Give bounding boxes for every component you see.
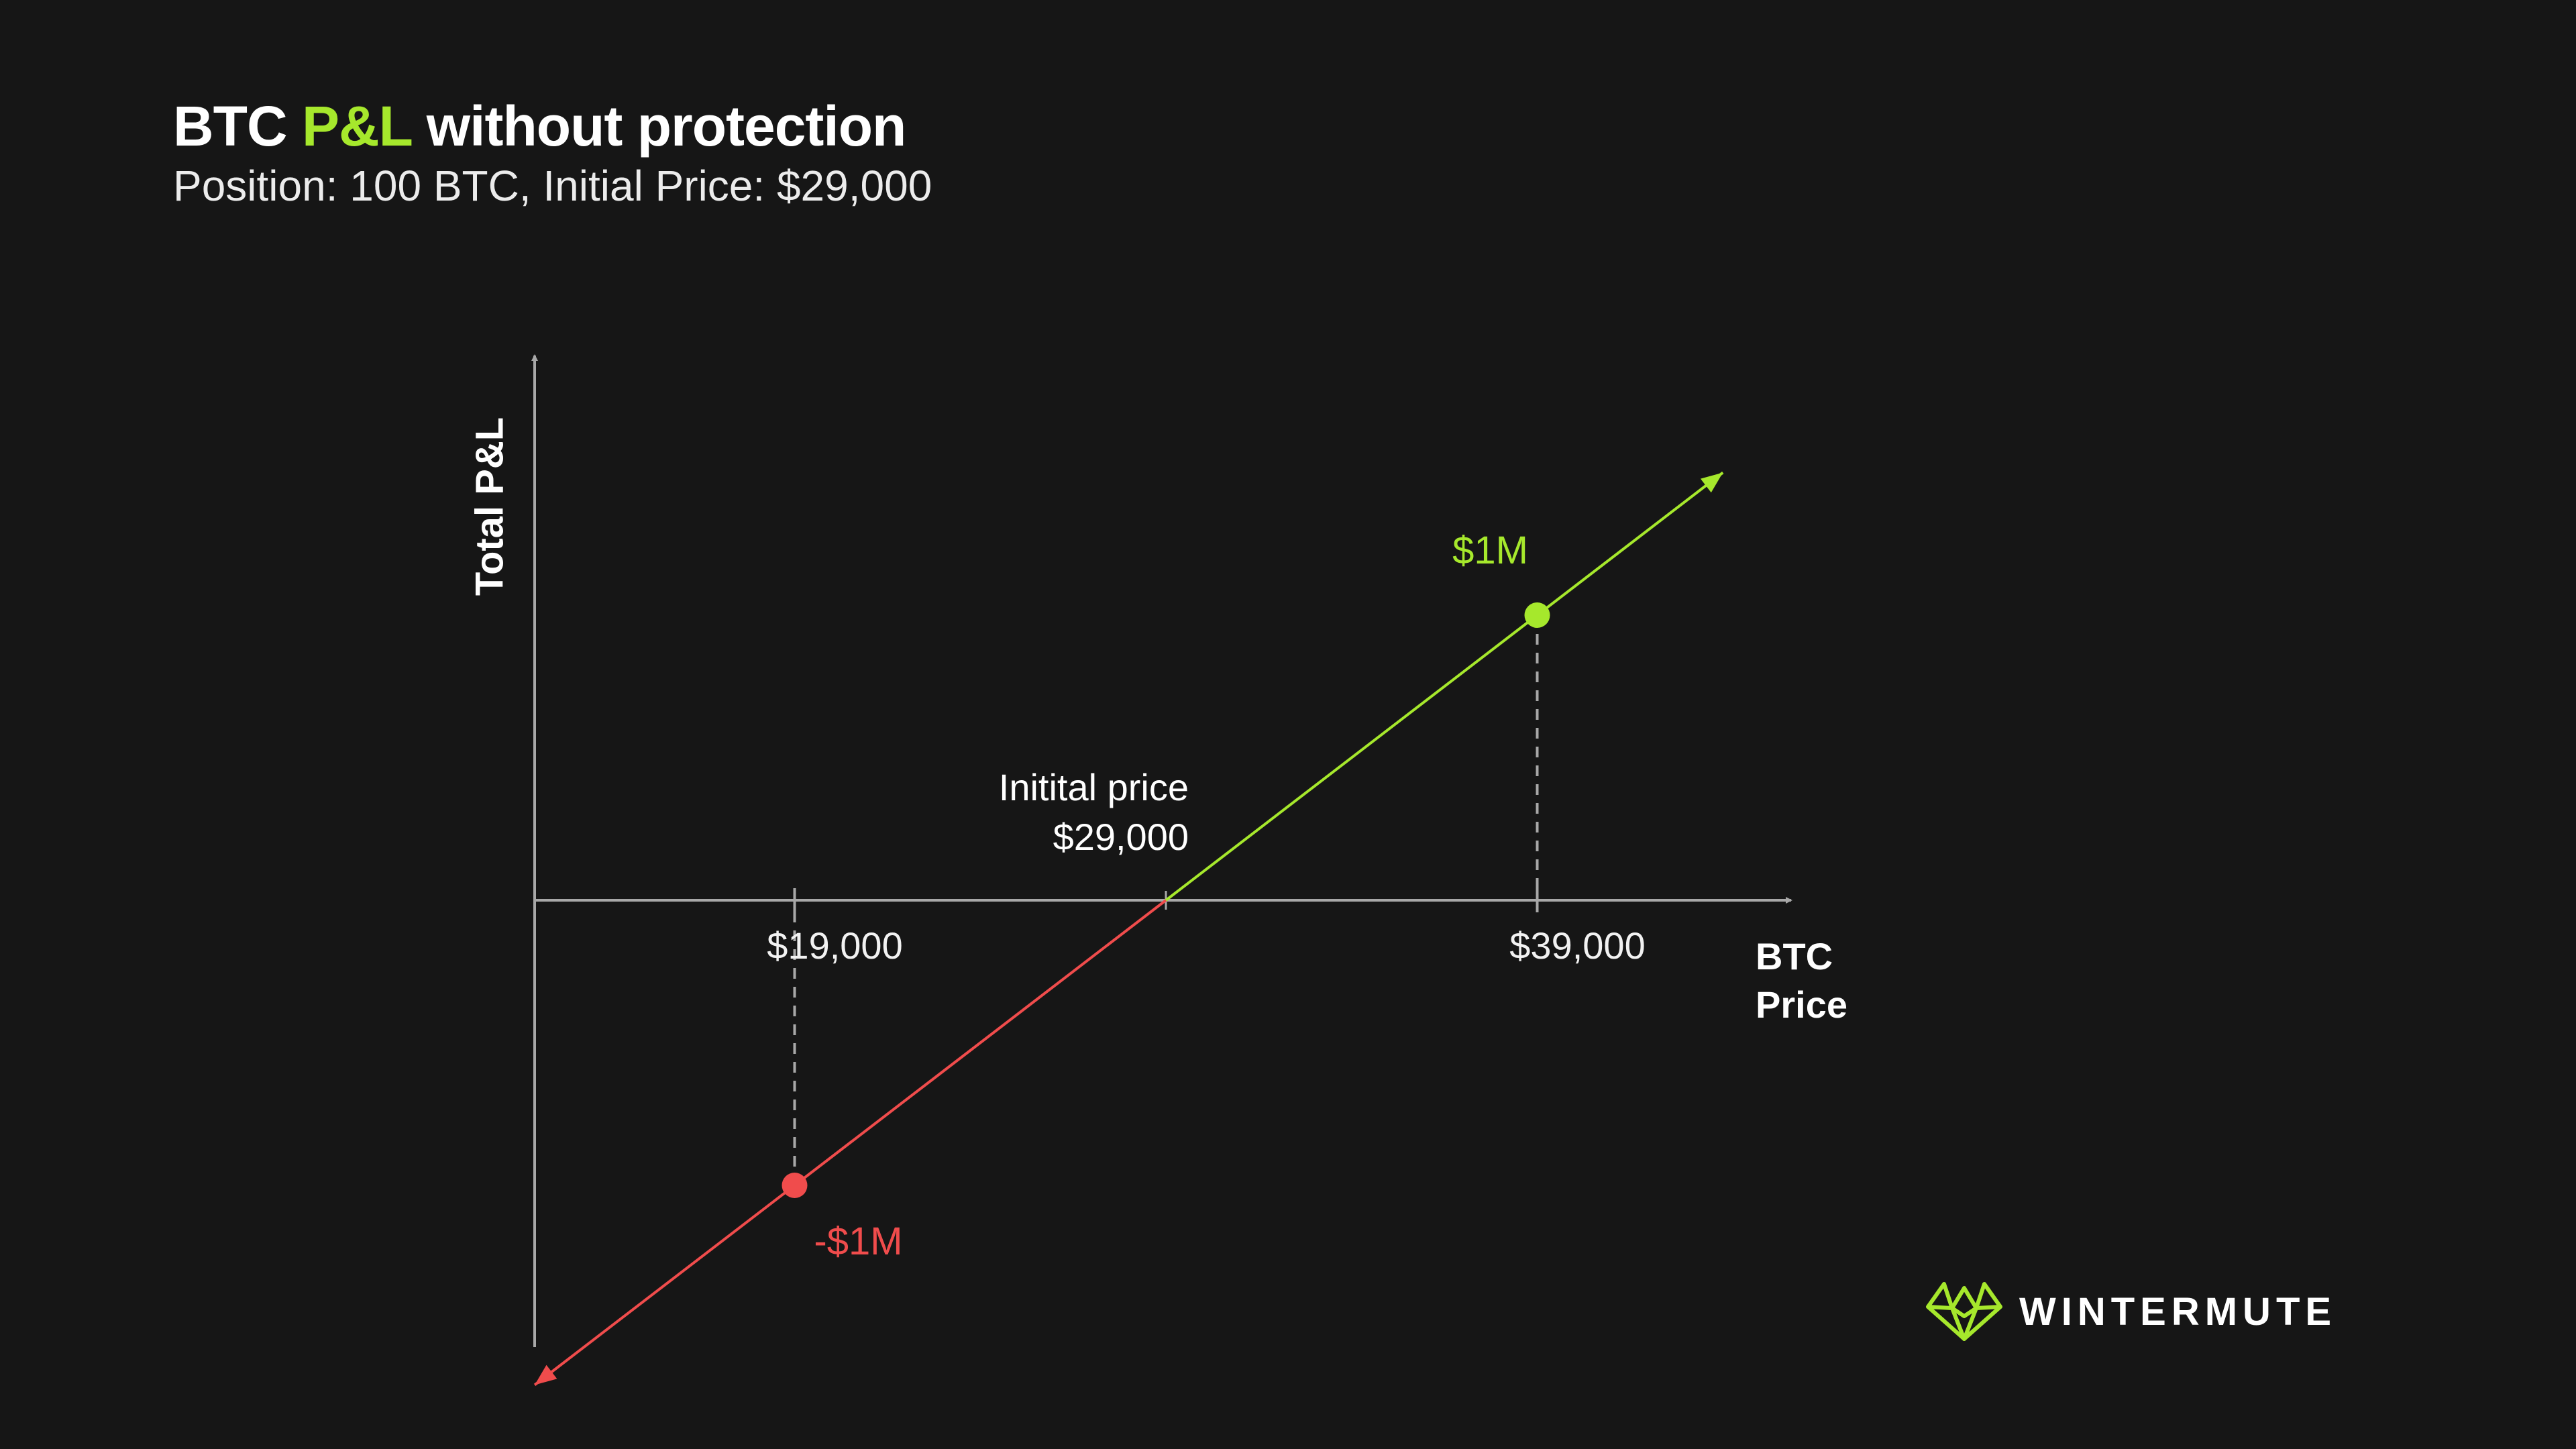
y-axis-label: Total P&L xyxy=(468,417,512,596)
title-accent: P&L xyxy=(301,95,412,158)
x-tick-label: $39,000 xyxy=(1509,924,1646,967)
title-prefix: BTC xyxy=(173,95,302,158)
point-label-loss: -$1M xyxy=(814,1220,903,1263)
point-label-gain: $1M xyxy=(1452,529,1528,572)
arrowhead-loss xyxy=(535,1364,557,1385)
pnl-points xyxy=(782,602,1550,1198)
page-subtitle: Position: 100 BTC, Initial Price: $29,00… xyxy=(173,162,932,210)
wintermute-logo-icon xyxy=(1926,1282,2002,1341)
x-axis-label-line2: Price xyxy=(1756,983,1847,1026)
x-axis-label: BTC Price xyxy=(1756,932,1847,1029)
initial-price-annotation: Initital price $29,000 xyxy=(999,763,1189,862)
annotation-line2: $29,000 xyxy=(1053,816,1189,858)
brand-name: WINTERMUTE xyxy=(2019,1289,2337,1334)
arrowhead-gain xyxy=(1700,472,1723,493)
page-title: BTC P&L without protection xyxy=(173,94,906,159)
x-tick-label: $19,000 xyxy=(767,924,903,967)
pnl-point-gain xyxy=(1524,602,1550,628)
x-axis-label-line1: BTC xyxy=(1756,935,1833,977)
pnl-line-loss xyxy=(533,899,1167,1387)
brand-logo: WINTERMUTE xyxy=(1924,1281,2337,1342)
pnl-lines xyxy=(533,471,1724,1387)
pnl-line-gain xyxy=(1165,471,1724,902)
guide-lines xyxy=(793,615,1539,1185)
annotation-line1: Initital price xyxy=(998,766,1189,808)
title-suffix: without protection xyxy=(411,95,907,158)
pnl-point-loss xyxy=(782,1173,808,1198)
